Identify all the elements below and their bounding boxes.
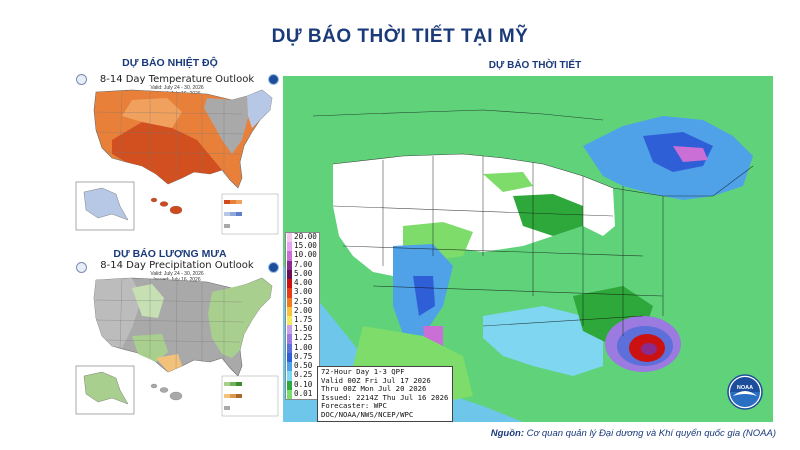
scale-swatch (287, 260, 292, 270)
scale-entry: 10.00 (286, 250, 319, 261)
scale-label: 0.50 (294, 361, 313, 371)
scale-entry: 1.50 (286, 324, 319, 335)
scale-label: 7.00 (294, 259, 313, 269)
scale-swatch (287, 362, 292, 372)
scale-entry: 20.00 (286, 232, 319, 243)
qpf-map-graphic (283, 76, 773, 422)
scale-entry: 4.00 (286, 278, 319, 289)
scale-label: 1.00 (294, 342, 313, 352)
scale-swatch (287, 343, 292, 353)
scale-entry: 3.00 (286, 287, 319, 298)
scale-entry: 7.00 (286, 259, 319, 270)
scale-entry: 1.75 (286, 314, 319, 326)
precipitation-map-title: 8-14 Day Precipitation Outlook (100, 260, 254, 271)
qpf-info-issued: Issued: 2214Z Thu Jul 16 2026 (321, 392, 449, 402)
scale-swatch (287, 352, 292, 363)
nws-icon (76, 262, 87, 273)
scale-entry: 1.25 (286, 333, 319, 344)
temperature-outlook-map: 8-14 Day Temperature Outlook Valid: July… (72, 70, 282, 242)
scale-swatch (287, 297, 292, 307)
scale-label: 5.00 (294, 268, 313, 278)
qpf-precipitation-map (283, 76, 773, 422)
scale-swatch (287, 380, 292, 390)
scale-entry: 1.00 (286, 342, 319, 353)
scale-entry: 0.25 (286, 370, 319, 381)
qpf-info-agency: DOC/NOAA/NWS/NCEP/WPC (321, 409, 414, 419)
qpf-info-title: 72-Hour Day 1-3 QPF (321, 367, 405, 376)
qpf-color-scale: 20.00 15.00 10.00 7.00 5.00 4.00 3.00 2.50 2.00 1… (285, 232, 320, 400)
temperature-section-title: DỰ BÁO NHIỆT ĐỘ (122, 57, 218, 69)
scale-label: 0.01 (294, 388, 313, 398)
scale-label: 3.00 (294, 287, 313, 297)
scale-swatch (287, 306, 292, 316)
scale-label: 15.00 (294, 241, 317, 251)
scale-swatch (287, 371, 292, 381)
scale-swatch (287, 325, 292, 335)
scale-label: 0.75 (294, 351, 313, 361)
scale-swatch (287, 334, 292, 344)
source-credit: Nguồn: Cơ quan quản lý Đại dương và Khí … (491, 428, 776, 439)
scale-entry: 0.01 (286, 388, 319, 399)
qpf-info-forecaster: Forecaster: WPC (321, 401, 387, 411)
scale-swatch (287, 288, 292, 298)
qpf-info-valid-start: Valid 00Z Fri Jul 17 2026 (321, 375, 431, 385)
qpf-info-box: 72-Hour Day 1-3 QPF Valid 00Z Fri Jul 17… (317, 366, 453, 422)
scale-entry: 0.10 (286, 379, 319, 390)
noaa-icon (268, 262, 279, 273)
scale-label: 4.00 (294, 278, 313, 288)
scale-entry: 5.00 (286, 268, 319, 280)
temperature-valid-date: Valid: July 24 - 30, 2026 (150, 85, 204, 91)
scale-label: 1.50 (294, 324, 313, 334)
scale-label: 0.10 (294, 379, 313, 389)
scale-entry: 2.50 (286, 296, 319, 307)
scale-swatch (287, 242, 292, 252)
source-label: Nguồn: (490, 428, 525, 439)
scale-swatch (287, 251, 292, 261)
scale-label: 1.25 (294, 333, 313, 343)
scale-swatch (287, 389, 292, 399)
nws-icon (76, 74, 87, 85)
precipitation-map-graphic (75, 277, 279, 417)
scale-label: 0.25 (294, 370, 313, 380)
noaa-logo-icon: NOAA (727, 374, 763, 410)
scale-label: 1.75 (294, 314, 313, 324)
scale-swatch (287, 279, 292, 289)
scale-label: 10.00 (294, 250, 317, 260)
scale-entry: 2.00 (286, 305, 319, 316)
scale-label: 20.00 (294, 232, 317, 241)
temperature-map-graphic (75, 89, 279, 235)
scale-swatch (287, 233, 292, 243)
page-title: DỰ BÁO THỜI TIẾT TẠI MỸ (271, 26, 529, 47)
scale-swatch (287, 269, 292, 280)
weather-section-title: DỰ BÁO THỜI TIẾT (488, 60, 582, 71)
qpf-info-valid-end: Thru 00Z Mon Jul 20 2026 (321, 384, 427, 394)
scale-label: 2.00 (294, 305, 313, 315)
noaa-logo-text: NOAA (737, 385, 753, 391)
scale-entry: 15.00 (286, 241, 319, 252)
scale-label: 2.50 (294, 296, 313, 306)
scale-swatch (287, 315, 292, 326)
source-text: Cơ quan quản lý Đại dương và Khí quyển q… (526, 428, 776, 439)
precipitation-outlook-map: 8-14 Day Precipitation Outlook Valid: Ju… (72, 258, 282, 426)
scale-entry: 0.75 (286, 351, 319, 363)
scale-entry: 0.50 (286, 361, 319, 372)
temperature-map-title: 8-14 Day Temperature Outlook (99, 74, 255, 85)
precipitation-valid-date: Valid: July 24 - 30, 2026 (150, 271, 204, 277)
precipitation-section-title: DỰ BÁO LƯỢNG MƯA (113, 248, 227, 260)
noaa-icon (268, 74, 279, 85)
